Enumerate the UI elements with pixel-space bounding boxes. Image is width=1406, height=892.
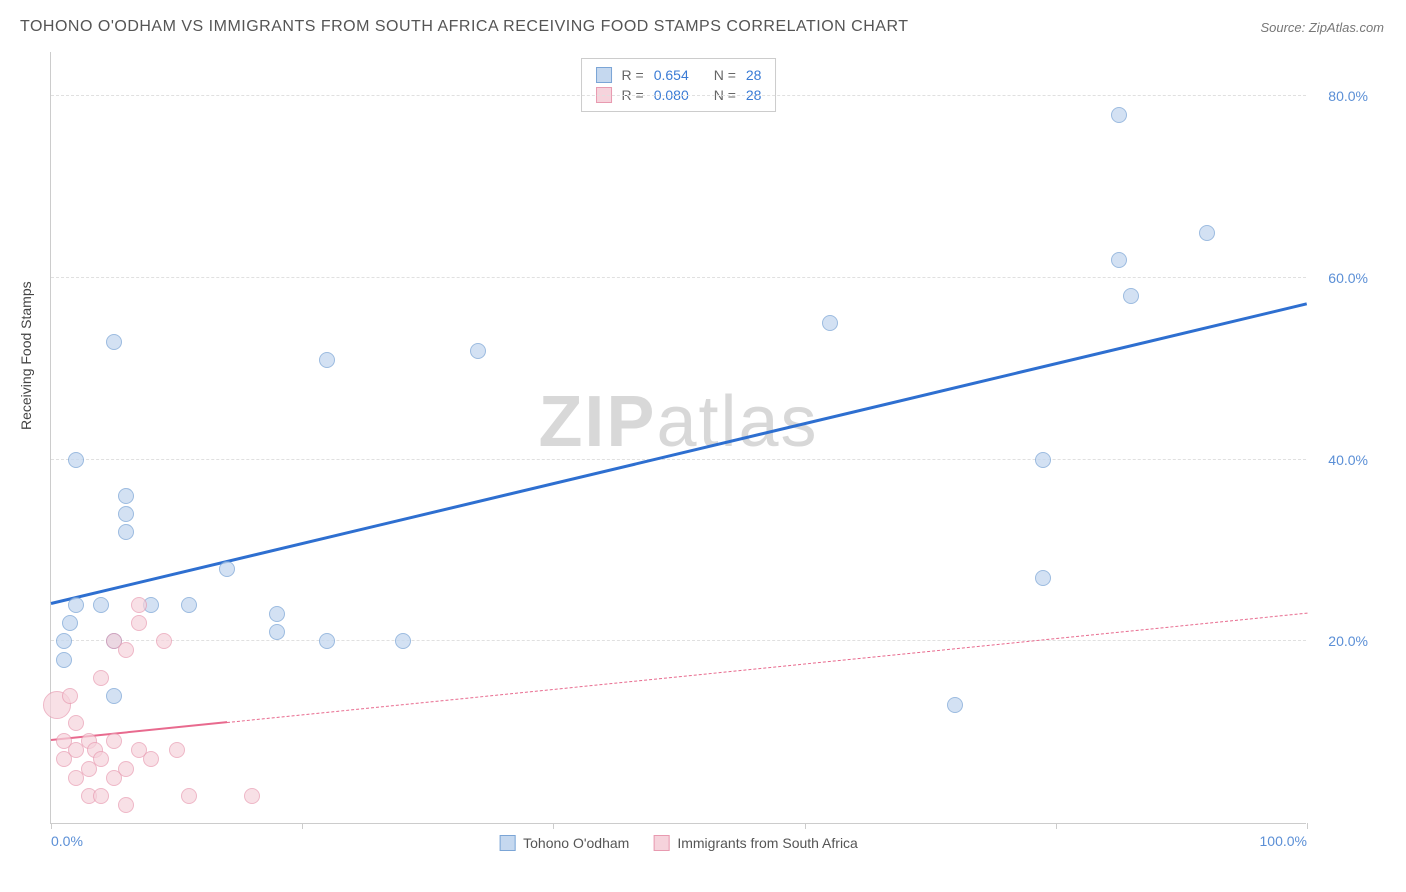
data-point: [1199, 225, 1215, 241]
grid-line: [51, 640, 1306, 641]
data-point: [822, 315, 838, 331]
legend-r-value: 0.654: [654, 67, 704, 83]
data-point: [56, 652, 72, 668]
data-point: [143, 751, 159, 767]
data-point: [118, 506, 134, 522]
chart-title: TOHONO O'ODHAM VS IMMIGRANTS FROM SOUTH …: [20, 18, 909, 36]
x-tick: [805, 823, 806, 829]
data-point: [106, 733, 122, 749]
data-point: [1035, 452, 1051, 468]
data-point: [106, 688, 122, 704]
data-point: [947, 697, 963, 713]
data-point: [244, 788, 260, 804]
data-point: [118, 797, 134, 813]
data-point: [1111, 252, 1127, 268]
legend-series-label: Immigrants from South Africa: [677, 835, 858, 851]
data-point: [1111, 107, 1127, 123]
watermark-light: atlas: [656, 382, 818, 462]
legend-correlation-box: R =0.654N =28R =0.080N =28: [581, 58, 777, 112]
legend-series-item: Immigrants from South Africa: [653, 835, 858, 851]
legend-r-label: R =: [622, 67, 644, 83]
legend-swatch: [596, 67, 612, 83]
data-point: [1035, 570, 1051, 586]
data-point: [269, 606, 285, 622]
data-point: [131, 615, 147, 631]
data-point: [1123, 288, 1139, 304]
data-point: [62, 615, 78, 631]
data-point: [156, 633, 172, 649]
data-point: [68, 452, 84, 468]
data-point: [118, 488, 134, 504]
data-point: [219, 561, 235, 577]
trend-line-extrapolated: [227, 613, 1307, 723]
y-axis-label: Receiving Food Stamps: [18, 281, 34, 430]
data-point: [68, 715, 84, 731]
x-tick: [1056, 823, 1057, 829]
grid-line: [51, 95, 1306, 96]
data-point: [319, 352, 335, 368]
x-tick: [302, 823, 303, 829]
x-tick-label: 0.0%: [51, 833, 83, 849]
data-point: [93, 751, 109, 767]
data-point: [319, 633, 335, 649]
data-point: [395, 633, 411, 649]
y-tick-label: 40.0%: [1328, 452, 1368, 468]
legend-swatch: [653, 835, 669, 851]
source-label: Source: ZipAtlas.com: [1260, 20, 1384, 35]
plot-area: ZIPatlas R =0.654N =28R =0.080N =28 Toho…: [50, 52, 1306, 824]
watermark: ZIPatlas: [538, 381, 818, 463]
legend-correlation-row: R = 0.654 N = 28: [596, 65, 762, 85]
data-point: [93, 670, 109, 686]
data-point: [106, 334, 122, 350]
legend-series: Tohono O'odham Immigrants from South Afri…: [499, 835, 858, 851]
data-point: [62, 688, 78, 704]
y-tick-label: 80.0%: [1328, 88, 1368, 104]
data-point: [56, 633, 72, 649]
x-tick: [1307, 823, 1308, 829]
data-point: [269, 624, 285, 640]
data-point: [131, 597, 147, 613]
data-point: [68, 597, 84, 613]
data-point: [169, 742, 185, 758]
x-tick: [51, 823, 52, 829]
grid-line: [51, 459, 1306, 460]
chart-container: TOHONO O'ODHAM VS IMMIGRANTS FROM SOUTH …: [0, 0, 1406, 892]
legend-swatch: [499, 835, 515, 851]
y-tick-label: 20.0%: [1328, 633, 1368, 649]
data-point: [118, 524, 134, 540]
y-tick-label: 60.0%: [1328, 270, 1368, 286]
x-tick: [553, 823, 554, 829]
data-point: [470, 343, 486, 359]
data-point: [118, 761, 134, 777]
data-point: [93, 597, 109, 613]
grid-line: [51, 277, 1306, 278]
data-point: [181, 597, 197, 613]
watermark-bold: ZIP: [538, 382, 656, 462]
trend-line: [51, 302, 1308, 605]
legend-n-label: N =: [714, 67, 736, 83]
legend-n-value: 28: [746, 67, 762, 83]
x-tick-label: 100.0%: [1260, 833, 1307, 849]
data-point: [181, 788, 197, 804]
legend-series-label: Tohono O'odham: [523, 835, 629, 851]
legend-series-item: Tohono O'odham: [499, 835, 629, 851]
data-point: [118, 642, 134, 658]
data-point: [93, 788, 109, 804]
